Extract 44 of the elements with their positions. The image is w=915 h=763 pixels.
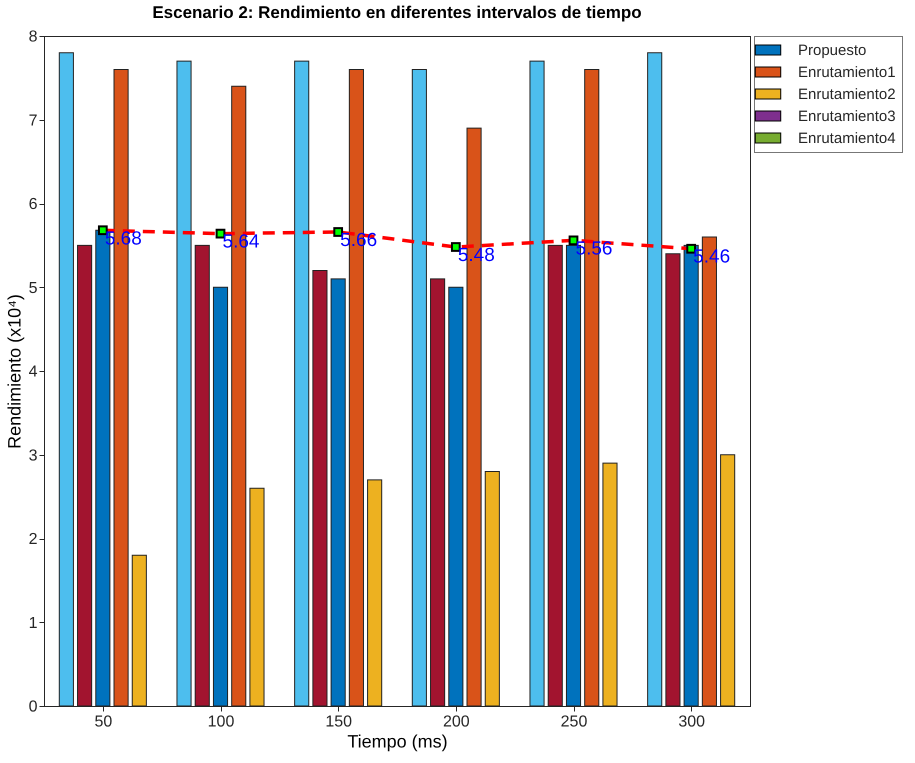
y-tick-label: 8 — [28, 28, 38, 46]
x-axis-title: Tiempo (ms) — [347, 732, 448, 752]
bar — [249, 488, 265, 706]
bar — [412, 69, 427, 706]
y-tick-label: 3 — [28, 447, 38, 464]
bar — [132, 554, 147, 706]
x-tick-label: 50 — [94, 714, 112, 730]
bar — [58, 52, 74, 706]
legend-label: Enrutamiento3 — [798, 108, 896, 125]
data-label: 5.56 — [576, 238, 612, 260]
x-tick-label: 250 — [560, 714, 588, 730]
bar — [484, 471, 500, 706]
data-label: 5.46 — [693, 246, 730, 268]
y-tick-label: 4 — [28, 364, 38, 380]
y-axis-title: Rendimiento (x10⁴) — [4, 294, 25, 449]
bar — [602, 462, 618, 706]
y-tick-label: 7 — [28, 112, 38, 130]
y-tick-label: 2 — [28, 531, 38, 548]
bar — [720, 454, 736, 706]
bar — [430, 278, 446, 706]
bar — [647, 52, 662, 706]
bar — [294, 60, 310, 706]
legend-label: Propuesto — [798, 42, 866, 59]
bar — [312, 270, 328, 706]
x-tick-label: 200 — [442, 714, 470, 730]
data-label: 5.68 — [104, 228, 142, 250]
y-tick-label: 6 — [28, 196, 38, 213]
y-tick-label: 1 — [28, 614, 38, 632]
bar — [176, 60, 192, 706]
bar — [194, 244, 210, 706]
legend-label: Enrutamiento4 — [798, 130, 896, 147]
x-tick-label: 100 — [208, 714, 234, 730]
y-tick-label: 0 — [28, 698, 38, 716]
bar — [367, 479, 382, 706]
bar — [529, 60, 545, 706]
bar — [77, 244, 92, 706]
legend-label: Enrutamiento2 — [798, 86, 896, 103]
y-tick-label: 5 — [28, 280, 38, 297]
x-tick-label: 300 — [678, 714, 706, 730]
legend-label: Enrutamiento1 — [798, 64, 896, 81]
bar — [665, 253, 680, 706]
bar — [548, 244, 563, 706]
chart-title: Escenario 2: Rendimiento en diferentes intervalos de tiempo — [152, 3, 642, 22]
x-tick-label: 150 — [325, 714, 352, 730]
